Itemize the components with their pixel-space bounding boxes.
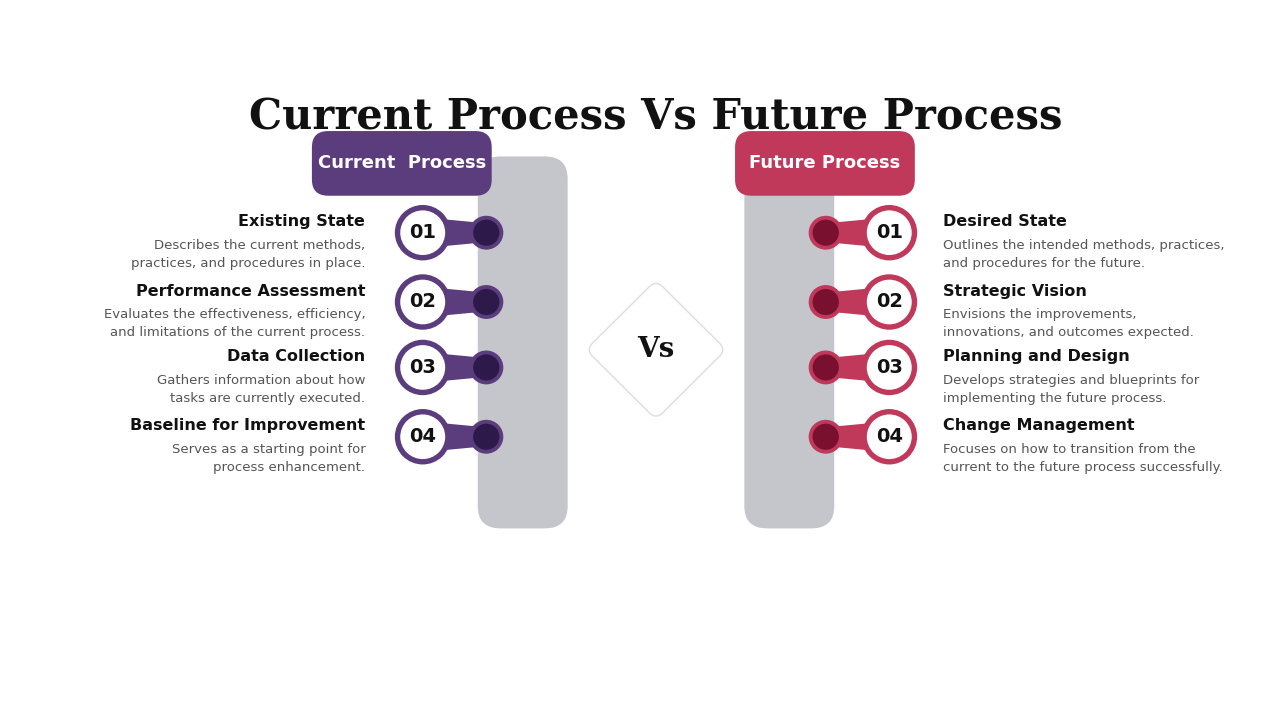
Circle shape <box>813 289 838 315</box>
Circle shape <box>861 274 918 330</box>
FancyBboxPatch shape <box>735 131 915 196</box>
Text: Data Collection: Data Collection <box>228 349 365 364</box>
Text: Performance Assessment: Performance Assessment <box>136 284 365 299</box>
Text: 01: 01 <box>410 223 436 242</box>
Circle shape <box>474 220 499 246</box>
Polygon shape <box>826 352 890 383</box>
Text: Describes the current methods,
practices, and procedures in place.: Describes the current methods, practices… <box>131 239 365 270</box>
FancyBboxPatch shape <box>477 156 567 528</box>
Circle shape <box>470 216 503 250</box>
Circle shape <box>401 345 445 390</box>
FancyBboxPatch shape <box>312 131 492 196</box>
Text: 04: 04 <box>410 427 436 446</box>
Circle shape <box>474 354 499 381</box>
Circle shape <box>474 289 499 315</box>
Polygon shape <box>422 352 486 383</box>
Circle shape <box>394 340 451 395</box>
Text: 02: 02 <box>410 292 436 312</box>
Text: Evaluates the effectiveness, efficiency,
and limitations of the current process.: Evaluates the effectiveness, efficiency,… <box>104 308 365 339</box>
Polygon shape <box>826 421 890 452</box>
Text: 03: 03 <box>410 358 436 377</box>
Circle shape <box>861 205 918 261</box>
Text: Serves as a starting point for
process enhancement.: Serves as a starting point for process e… <box>172 443 365 474</box>
Circle shape <box>867 279 911 324</box>
Text: Develops strategies and blueprints for
implementing the future process.: Develops strategies and blueprints for i… <box>943 374 1199 405</box>
Text: Baseline for Improvement: Baseline for Improvement <box>131 418 365 433</box>
Circle shape <box>394 274 451 330</box>
Circle shape <box>867 345 911 390</box>
Circle shape <box>861 340 918 395</box>
Text: Vs: Vs <box>637 336 675 363</box>
Circle shape <box>474 423 499 450</box>
Circle shape <box>470 351 503 384</box>
Circle shape <box>813 220 838 246</box>
Circle shape <box>867 210 911 255</box>
Circle shape <box>470 420 503 454</box>
Circle shape <box>401 210 445 255</box>
Text: Future Process: Future Process <box>749 154 901 172</box>
Circle shape <box>813 423 838 450</box>
Text: Desired State: Desired State <box>943 215 1066 230</box>
Text: Outlines the intended methods, practices,
and procedures for the future.: Outlines the intended methods, practices… <box>943 239 1224 270</box>
Circle shape <box>401 279 445 324</box>
Circle shape <box>809 216 842 250</box>
Circle shape <box>867 415 911 459</box>
Circle shape <box>401 415 445 459</box>
Circle shape <box>809 285 842 319</box>
Polygon shape <box>826 287 890 318</box>
Text: Current Process Vs Future Process: Current Process Vs Future Process <box>250 96 1062 138</box>
Text: Planning and Design: Planning and Design <box>943 349 1129 364</box>
Text: Strategic Vision: Strategic Vision <box>943 284 1087 299</box>
Text: Existing State: Existing State <box>238 215 365 230</box>
Circle shape <box>470 285 503 319</box>
Circle shape <box>394 409 451 464</box>
Polygon shape <box>422 287 486 318</box>
Text: Change Management: Change Management <box>943 418 1134 433</box>
Circle shape <box>813 354 838 381</box>
Polygon shape <box>826 217 890 248</box>
Text: Envisions the improvements,
innovations, and outcomes expected.: Envisions the improvements, innovations,… <box>943 308 1194 339</box>
Text: 04: 04 <box>876 427 902 446</box>
Circle shape <box>809 351 842 384</box>
Text: Focuses on how to transition from the
current to the future process successfully: Focuses on how to transition from the cu… <box>943 443 1222 474</box>
Text: 03: 03 <box>876 358 902 377</box>
Circle shape <box>809 420 842 454</box>
FancyBboxPatch shape <box>589 283 723 416</box>
Circle shape <box>394 205 451 261</box>
FancyBboxPatch shape <box>745 156 835 528</box>
Text: 01: 01 <box>876 223 902 242</box>
Polygon shape <box>422 421 486 452</box>
Circle shape <box>861 409 918 464</box>
Text: Gathers information about how
tasks are currently executed.: Gathers information about how tasks are … <box>157 374 365 405</box>
Polygon shape <box>422 217 486 248</box>
Text: 02: 02 <box>876 292 902 312</box>
Text: Current  Process: Current Process <box>317 154 486 172</box>
